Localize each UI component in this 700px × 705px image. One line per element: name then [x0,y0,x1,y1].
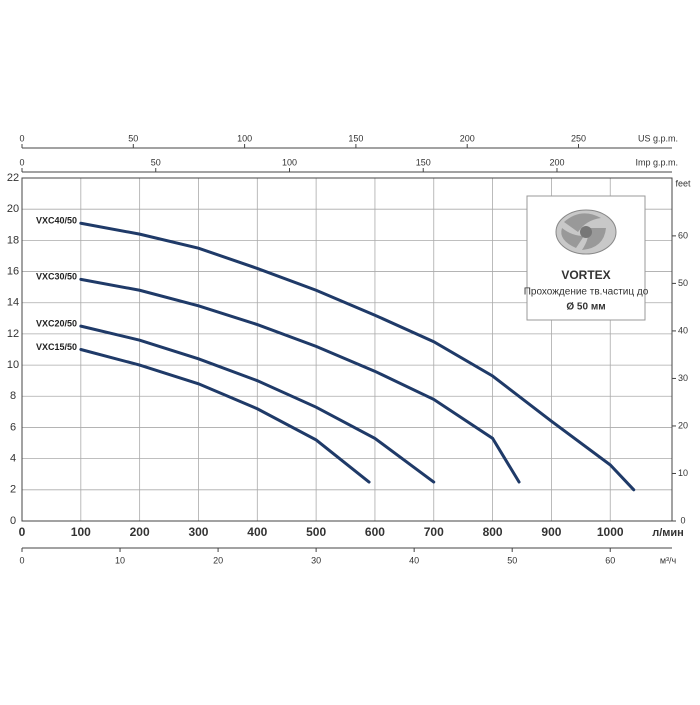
x-tick-label: 800 [483,525,503,539]
top-axis-tick-label: 0 [19,157,24,167]
bottom-axis2-tick-label: 0 [19,555,24,565]
bottom-axis2-tick-label: 60 [605,555,615,565]
y2-tick-label: 50 [678,278,688,288]
x-tick-label: 900 [541,525,561,539]
series-label: VXC40/50 [36,216,77,226]
y2-tick-label: 60 [678,230,688,240]
bottom-axis2-tick-label: 10 [115,555,125,565]
info-text: Ø 50 мм [566,302,605,313]
y2-tick-label: 0 [680,515,685,525]
y-tick-label: 8 [10,390,16,402]
series-label: VXC30/50 [36,272,77,282]
y-tick-label: 14 [7,297,19,309]
y-tick-label: 20 [7,203,19,215]
x-tick-label: 300 [188,525,208,539]
bottom-axis2-label: м³/ч [660,555,677,565]
x-tick-label: 400 [247,525,267,539]
bottom-axis2-tick-label: 30 [311,555,321,565]
plot-frame [21,177,673,522]
y2-axis-label: feet [675,178,691,188]
x-tick-label: 500 [306,525,326,539]
top-axis-label: US g.p.m. [638,133,678,143]
x-tick-label: 700 [424,525,444,539]
y-tick-label: 16 [7,265,19,277]
top-axis-tick-label: 250 [571,133,586,143]
impeller-icon [555,209,617,255]
y2-tick-label: 10 [678,468,688,478]
top-axis-label: Imp g.p.m. [635,157,678,167]
x-tick-label: 600 [365,525,385,539]
x-tick-label: 1000 [597,525,624,539]
info-title: VORTEX [561,268,610,282]
x-tick-label: 200 [130,525,150,539]
bottom-axis2-tick-label: 50 [507,555,517,565]
bottom-axis2-tick-label: 40 [409,555,419,565]
top-axis-tick-label: 0 [19,133,24,143]
series-label: VXC20/50 [36,318,77,328]
series-label: VXC15/50 [36,342,77,352]
y-tick-label: 22 [7,172,19,184]
y2-tick-label: 20 [678,420,688,430]
curve [79,277,521,484]
y-tick-label: 18 [7,234,19,246]
info-text: Прохождение тв.частиц до [524,287,649,298]
y-tick-label: 6 [10,421,16,433]
curve [79,348,371,484]
bottom-axis2-tick-label: 20 [213,555,223,565]
top-axis-tick-label: 150 [348,133,363,143]
top-axis-tick-label: 100 [237,133,252,143]
y-tick-label: 10 [7,359,19,371]
top-axis-tick-label: 50 [151,157,161,167]
curve [79,221,636,492]
y-tick-label: 0 [10,515,16,527]
curve [79,324,436,484]
y-tick-label: 2 [10,484,16,496]
x-tick-label: 0 [19,525,26,539]
y2-tick-label: 30 [678,373,688,383]
y2-tick-label: 40 [678,325,688,335]
top-axis-tick-label: 200 [549,157,564,167]
x-axis-label: л/мин [652,527,684,539]
top-axis-tick-label: 150 [416,157,431,167]
top-axis-tick-label: 200 [460,133,475,143]
top-axis-tick-label: 50 [128,133,138,143]
x-tick-label: 100 [71,525,91,539]
y-tick-label: 4 [10,453,16,465]
y-tick-label: 12 [7,328,19,340]
info-box: VORTEX Прохождение тв.частиц до Ø 50 мм [524,195,649,321]
top-axis-tick-label: 100 [282,157,297,167]
